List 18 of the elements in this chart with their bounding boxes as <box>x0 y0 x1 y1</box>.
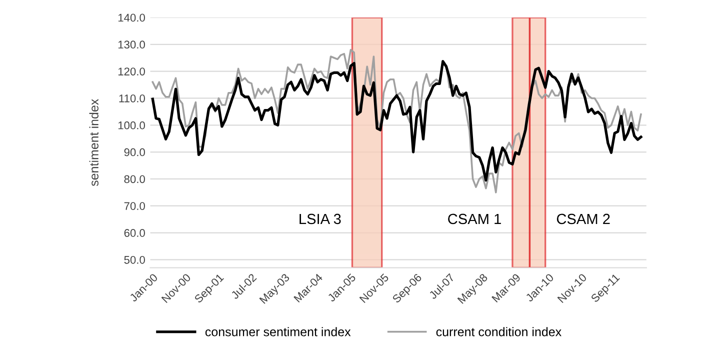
legend-label: current condition index <box>436 327 562 336</box>
y-tick-label: 50.0 <box>124 256 145 264</box>
band-label: CSAM 1 <box>448 214 501 224</box>
y-tick-label: 110.0 <box>119 94 145 102</box>
y-tick-label: 70.0 <box>124 202 145 210</box>
y-tick-label: 90.0 <box>124 148 145 156</box>
band-label: LSIA 3 <box>300 214 341 224</box>
y-tick-label: 100.0 <box>118 121 145 130</box>
y-tick-label: 140.0 <box>118 14 145 22</box>
y-axis-title: sentiment index <box>89 98 98 186</box>
legend-label: consumer sentiment index <box>205 327 351 336</box>
y-tick-label: 120.0 <box>118 68 145 76</box>
band-label: CSAM 2 <box>556 214 610 224</box>
line-series <box>152 48 642 194</box>
y-tick-label: 80.0 <box>124 175 145 184</box>
line-series <box>151 60 642 182</box>
y-tick-label: 130.0 <box>118 40 145 49</box>
y-tick-label: 60.0 <box>124 229 145 237</box>
